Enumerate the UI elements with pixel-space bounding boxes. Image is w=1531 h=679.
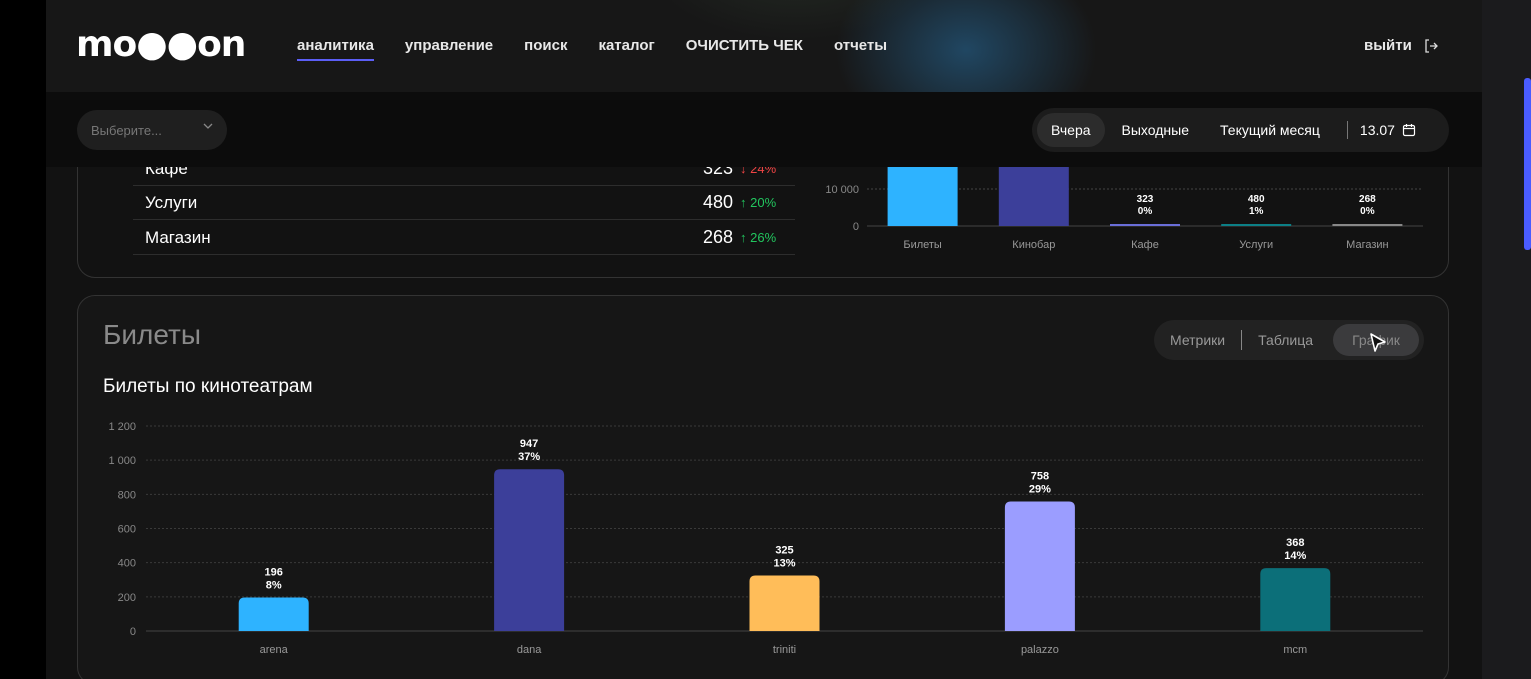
toggle-metrics[interactable]: Метрики — [1170, 332, 1226, 348]
bar-value-label: 323 — [1137, 194, 1154, 205]
y-tick-label: 0 — [130, 626, 136, 638]
x-category-label: Билеты — [903, 239, 942, 251]
toggle-table[interactable]: Таблица — [1258, 332, 1314, 348]
chart-bar[interactable] — [238, 597, 309, 631]
bar-percent-label: 29% — [1029, 484, 1051, 496]
y-tick-label: 400 — [118, 558, 136, 570]
chart-bar[interactable] — [1221, 224, 1292, 226]
y-tick-label: 1 000 — [108, 455, 136, 467]
app-window: Кафе 323 ↓ 24% Услуги 480 ↑ 20% Магазин … — [46, 0, 1482, 679]
filter-bar: Выберите... Вчера Выходные Текущий месяц… — [46, 92, 1482, 167]
period-divider — [1346, 121, 1348, 139]
bar-percent-label: 0% — [1138, 206, 1153, 217]
nav-reports[interactable]: отчеты — [833, 37, 888, 54]
cinema-select[interactable]: Выберите... — [77, 110, 227, 150]
x-category-label: arena — [260, 644, 289, 656]
category-delta: ↑ 26% — [740, 230, 777, 245]
x-category-label: dana — [517, 644, 542, 656]
bar-value-label: 758 — [1031, 471, 1049, 483]
mouse-cursor-icon — [1370, 333, 1386, 352]
bar-percent-label: 0% — [1360, 206, 1375, 217]
bar-value-label: 947 — [520, 438, 538, 450]
bar-value-label: 196 — [265, 567, 283, 579]
y-tick-label: 10 000 — [825, 184, 859, 196]
chart-bar[interactable] — [1004, 501, 1075, 631]
bar-percent-label: 14% — [1284, 550, 1306, 562]
chart-bar[interactable] — [1260, 568, 1331, 631]
x-category-label: triniti — [773, 644, 796, 656]
chevron-down-icon — [203, 120, 213, 134]
category-name: Услуги — [145, 192, 198, 212]
period-weekend[interactable]: Выходные — [1121, 122, 1190, 138]
bar-value-label: 480 — [1248, 194, 1265, 205]
period-yesterday[interactable]: Вчера — [1037, 113, 1105, 147]
x-category-label: Кинобар — [1012, 239, 1055, 251]
chart-bar[interactable] — [1332, 224, 1403, 226]
nav-management[interactable]: управление — [404, 37, 494, 54]
nav-catalog[interactable]: каталог — [598, 37, 655, 54]
bar-value-label: 268 — [1359, 194, 1376, 205]
nav-clear-receipt[interactable]: ОЧИСТИТЬ ЧЕК — [685, 37, 803, 54]
category-value: 480 — [702, 192, 733, 212]
category-value: 268 — [702, 227, 733, 247]
calendar-icon — [1402, 124, 1416, 137]
chart-title: Билеты по кинотеатрам — [103, 376, 313, 397]
scrollbar-thumb[interactable] — [1524, 78, 1531, 250]
bar-percent-label: 1% — [1249, 206, 1264, 217]
bar-percent-label: 8% — [266, 580, 282, 592]
category-row: Услуги 480 ↑ 20% — [133, 186, 795, 220]
nav-analytics[interactable]: аналитика — [297, 37, 374, 61]
x-category-label: Магазин — [1346, 239, 1388, 251]
top-header: mo●●on аналитика управление поиск катало… — [46, 0, 1482, 92]
x-category-label: Кафе — [1131, 239, 1159, 251]
period-selector: Вчера Выходные Текущий месяц 13.07 — [1032, 108, 1449, 152]
logout-button[interactable]: выйти — [1364, 37, 1438, 54]
logo[interactable]: mo●●on — [76, 24, 246, 65]
x-category-label: mcm — [1283, 644, 1307, 656]
bar-percent-label: 13% — [773, 557, 795, 569]
y-tick-label: 600 — [118, 524, 136, 536]
category-row: Магазин 268 ↑ 26% — [133, 221, 795, 255]
y-tick-label: 200 — [118, 592, 136, 604]
section-title: Билеты — [103, 319, 201, 350]
x-category-label: palazzo — [1021, 644, 1059, 656]
period-current-month[interactable]: Текущий месяц — [1220, 122, 1320, 138]
category-name: Магазин — [145, 227, 211, 247]
chart-bar[interactable] — [749, 575, 820, 631]
bar-value-label: 368 — [1286, 537, 1304, 549]
category-delta: ↑ 20% — [740, 195, 777, 210]
tickets-card: Билеты Метрики Таблица График Билеты по … — [77, 295, 1449, 679]
select-placeholder: Выберите... — [91, 122, 162, 138]
main-nav: аналитика управление поиск каталог ОЧИСТ… — [297, 37, 918, 61]
logout-label: выйти — [1364, 37, 1412, 54]
y-tick-label: 1 200 — [108, 421, 136, 433]
date-picker[interactable]: 13.07 — [1360, 122, 1416, 138]
x-category-label: Услуги — [1239, 239, 1273, 251]
date-value: 13.07 — [1359, 122, 1395, 138]
bar-percent-label: 37% — [518, 451, 540, 463]
chart-bar[interactable] — [1110, 224, 1180, 226]
chart-bar[interactable] — [494, 469, 565, 631]
y-tick-label: 800 — [118, 489, 136, 501]
scroll-area — [1482, 0, 1531, 679]
nav-search[interactable]: поиск — [524, 37, 568, 54]
logout-icon — [1425, 38, 1438, 53]
y-tick-label: 0 — [853, 221, 859, 233]
bar-value-label: 325 — [775, 544, 793, 556]
toggle-divider — [1241, 330, 1243, 350]
